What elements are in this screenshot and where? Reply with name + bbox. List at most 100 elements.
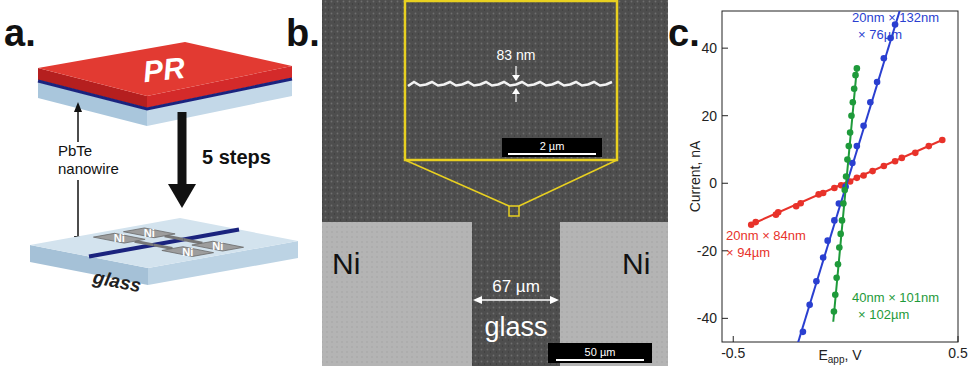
x-axis-label-part: , V	[844, 347, 862, 363]
zoom-box	[509, 206, 519, 216]
gap-arrow-head	[473, 296, 482, 304]
zoom-line	[519, 160, 617, 206]
series-label-line: × 94µm	[726, 245, 770, 260]
pad-label: Ni	[622, 247, 650, 280]
panel-label: a.	[4, 12, 36, 54]
plot-frame	[722, 11, 958, 342]
panel-c: c.-40-2002040-0.50.5Current, nAEapp, V20…	[668, 8, 968, 365]
scale-bar-box	[502, 138, 602, 157]
x-tick-label: 0.5	[948, 345, 968, 361]
data-point	[845, 143, 852, 150]
layer-label: PR	[141, 51, 186, 88]
data-point	[833, 275, 840, 282]
pad-trace	[184, 239, 203, 243]
pad-label: Ni	[144, 227, 155, 239]
data-point	[800, 329, 807, 336]
inset-width-label: 83 nm	[497, 47, 536, 63]
data-point	[867, 99, 874, 106]
substrate-label: glass	[484, 312, 547, 342]
x-axis-label-part: app	[828, 354, 845, 365]
data-point	[831, 217, 838, 224]
data-point	[831, 185, 838, 192]
x-tick	[733, 336, 734, 342]
y-tick	[722, 183, 728, 184]
data-point	[854, 65, 861, 72]
nanowire-label: PbTe	[58, 142, 92, 159]
scale-bar	[556, 359, 644, 361]
data-point	[813, 278, 820, 285]
pad-label: Ni	[182, 246, 193, 258]
data-point	[797, 200, 804, 207]
data-point	[854, 175, 861, 182]
data-point	[892, 158, 899, 165]
data-point	[820, 254, 827, 261]
pad-label: Ni	[212, 240, 223, 252]
figure: a. PR PbTenanowire 5 steps Ni Ni Ni Ni glass b. Ni…	[0, 0, 975, 366]
pointer	[77, 108, 79, 142]
data-point	[851, 85, 858, 92]
panel-label: c.	[668, 12, 700, 54]
data-point	[843, 173, 850, 180]
zoom-line	[405, 160, 509, 206]
fit-line	[833, 68, 857, 321]
data-point	[836, 244, 843, 251]
data-point	[835, 261, 842, 268]
data-point	[881, 163, 888, 170]
nanowire-label: nanowire	[58, 160, 119, 177]
y-tick	[722, 318, 728, 319]
series-label-line: 20nm × 132nm	[852, 10, 939, 25]
panel-a: a.PRPbTenanowire5 stepsNiNiNiNiglass	[4, 12, 298, 296]
data-point	[752, 219, 759, 226]
series-label: 20nm × 132nm × 76µm	[852, 10, 939, 42]
scale-bar-label: 50 µm	[585, 346, 616, 358]
panel-b: b.NiNi67 µmglass50 µm83 nm2 µm	[286, 0, 668, 366]
y-tick	[722, 48, 728, 49]
substrate-label: glass	[90, 266, 143, 296]
data-point	[831, 308, 838, 315]
data-point	[840, 200, 847, 207]
y-tick-label: 0	[709, 175, 717, 191]
data-point	[925, 143, 932, 150]
x-tick-label: -0.5	[721, 345, 745, 361]
data-point	[806, 302, 813, 309]
pad-label: Ni	[332, 247, 360, 280]
step-arrow-head	[168, 184, 196, 208]
data-point	[850, 99, 857, 106]
data-point	[860, 172, 867, 179]
y-tick-label: -20	[697, 243, 717, 259]
data-point	[820, 190, 827, 197]
y-axis-label: Current, nA	[687, 140, 703, 212]
data-point	[874, 79, 881, 86]
data-point	[847, 129, 854, 136]
nanowire	[408, 82, 612, 86]
data-point	[899, 155, 906, 162]
ni-pad	[322, 222, 472, 366]
width-arrow-head	[512, 75, 520, 81]
glass-top	[30, 218, 298, 268]
scale-bar-box	[548, 343, 652, 363]
series-label-line: 20nm × 84nm	[726, 228, 806, 243]
data-point	[832, 291, 839, 298]
series-label: 20nm × 84nm × 94µm	[726, 228, 806, 260]
inset	[405, 1, 617, 160]
x-tick	[958, 336, 959, 342]
data-point	[860, 123, 867, 130]
data-point	[912, 150, 919, 157]
data-point	[939, 137, 946, 144]
panel-label: b.	[286, 12, 320, 54]
scale-bar-label: 2 µm	[540, 140, 565, 152]
step-arrow	[178, 112, 187, 188]
steps-label: 5 steps	[202, 146, 271, 168]
pointer	[77, 180, 79, 240]
data-point	[824, 237, 831, 244]
data-point	[837, 231, 844, 238]
data-point	[775, 209, 782, 216]
data-point	[852, 72, 859, 79]
y-tick-label: 20	[701, 108, 717, 124]
width-arrow-head	[512, 88, 520, 94]
data-point	[841, 187, 848, 194]
pointer-head	[74, 102, 82, 112]
series-label-line: × 76µm	[858, 27, 902, 42]
y-tick	[722, 115, 728, 116]
gap-arrow-head	[550, 296, 559, 304]
